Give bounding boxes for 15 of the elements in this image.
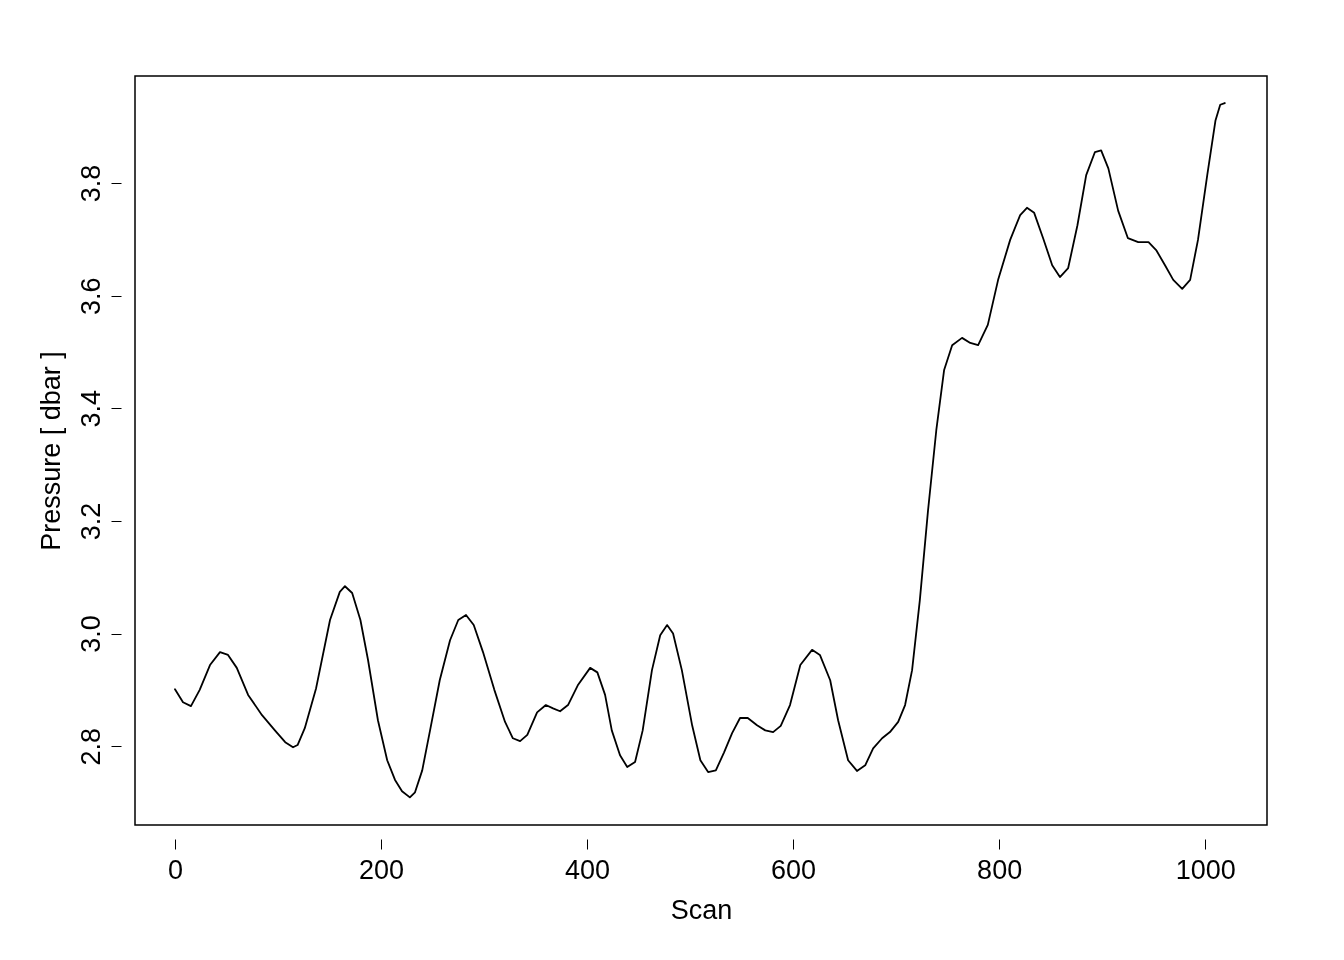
y-tick-label: 3.8 [75, 164, 106, 203]
line-series [174, 102, 1226, 799]
y-tick-label: 3.6 [75, 277, 106, 315]
y-tick-label: 2.8 [75, 727, 106, 766]
x-tick-label: 600 [771, 854, 817, 885]
x-tick-label: 200 [358, 854, 405, 885]
y-axis-title: Pressure [ dbar ] [35, 351, 66, 551]
y-tick-label: 3.0 [75, 615, 106, 653]
x-tick-label: 1000 [1175, 854, 1236, 885]
x-axis-title: Scan [670, 894, 733, 925]
x-tick-label: 0 [167, 854, 183, 885]
x-tick-label: 400 [565, 854, 611, 885]
y-tick-label: 3.2 [75, 502, 106, 541]
y-tick-label: 3.4 [75, 389, 106, 428]
x-tick-label: 800 [977, 854, 1023, 885]
